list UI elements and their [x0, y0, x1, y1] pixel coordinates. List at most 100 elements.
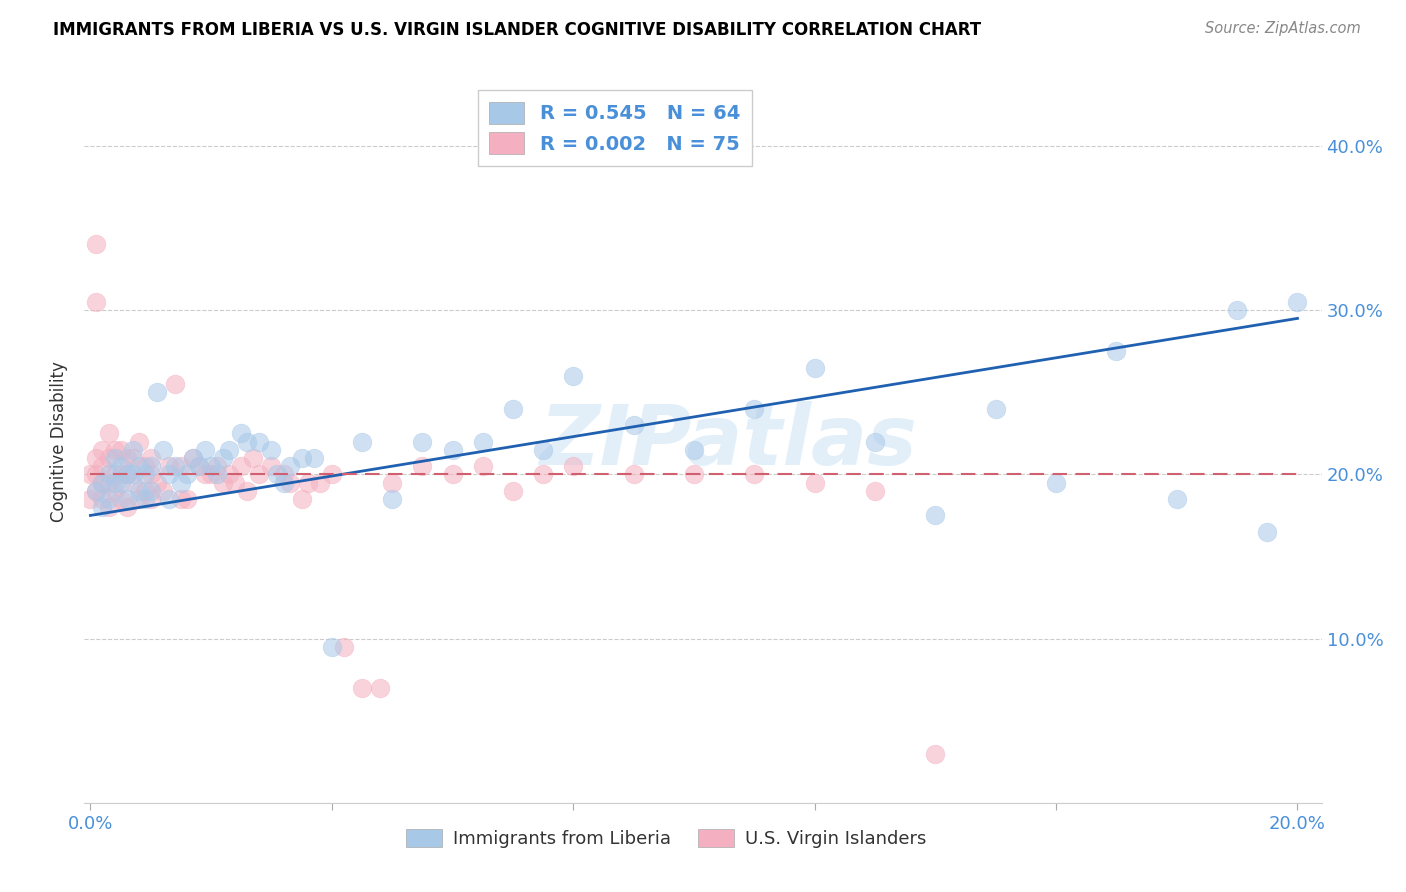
- Point: [194, 467, 217, 482]
- Point: [623, 418, 645, 433]
- Point: [86, 450, 108, 465]
- Point: [236, 434, 259, 449]
- Point: [502, 401, 524, 416]
- Point: [121, 442, 143, 457]
- Point: [742, 401, 765, 416]
- Point: [984, 401, 1007, 416]
- Point: [1226, 303, 1249, 318]
- Point: [205, 459, 228, 474]
- Point: [97, 450, 120, 465]
- Point: [368, 681, 391, 695]
- Point: [236, 483, 259, 498]
- Point: [91, 500, 114, 515]
- Point: [139, 459, 162, 474]
- Point: [134, 491, 156, 506]
- Point: [163, 377, 186, 392]
- Point: [128, 459, 150, 474]
- Point: [79, 467, 101, 482]
- Point: [134, 483, 156, 498]
- Point: [121, 450, 143, 465]
- Point: [411, 459, 433, 474]
- Point: [91, 491, 114, 506]
- Point: [278, 475, 301, 490]
- Point: [273, 467, 295, 482]
- Point: [291, 491, 314, 506]
- Point: [273, 475, 295, 490]
- Point: [321, 640, 343, 654]
- Point: [242, 450, 264, 465]
- Point: [1105, 344, 1128, 359]
- Point: [110, 442, 132, 457]
- Point: [308, 475, 330, 490]
- Point: [121, 475, 143, 490]
- Point: [623, 467, 645, 482]
- Point: [1256, 524, 1278, 539]
- Point: [128, 491, 150, 506]
- Point: [176, 491, 198, 506]
- Point: [683, 442, 706, 457]
- Point: [91, 475, 114, 490]
- Point: [157, 467, 180, 482]
- Point: [803, 360, 825, 375]
- Point: [266, 467, 288, 482]
- Point: [260, 442, 283, 457]
- Text: IMMIGRANTS FROM LIBERIA VS U.S. VIRGIN ISLANDER COGNITIVE DISABILITY CORRELATION: IMMIGRANTS FROM LIBERIA VS U.S. VIRGIN I…: [53, 21, 981, 39]
- Point: [139, 467, 162, 482]
- Point: [86, 295, 108, 310]
- Point: [188, 459, 211, 474]
- Point: [200, 459, 222, 474]
- Point: [247, 467, 270, 482]
- Point: [562, 368, 585, 383]
- Point: [683, 467, 706, 482]
- Point: [176, 467, 198, 482]
- Point: [152, 483, 174, 498]
- Point: [212, 475, 235, 490]
- Text: ZIPatlas: ZIPatlas: [538, 401, 917, 482]
- Text: Source: ZipAtlas.com: Source: ZipAtlas.com: [1205, 21, 1361, 37]
- Point: [350, 434, 373, 449]
- Point: [803, 475, 825, 490]
- Point: [170, 459, 193, 474]
- Point: [97, 426, 120, 441]
- Point: [863, 434, 886, 449]
- Point: [139, 491, 162, 506]
- Point: [205, 467, 228, 482]
- Point: [163, 459, 186, 474]
- Point: [128, 483, 150, 498]
- Point: [146, 475, 169, 490]
- Point: [291, 450, 314, 465]
- Point: [1045, 475, 1067, 490]
- Point: [86, 467, 108, 482]
- Point: [103, 475, 125, 490]
- Point: [128, 434, 150, 449]
- Point: [79, 491, 101, 506]
- Point: [97, 475, 120, 490]
- Point: [411, 434, 433, 449]
- Point: [91, 459, 114, 474]
- Point: [321, 467, 343, 482]
- Point: [115, 500, 138, 515]
- Point: [194, 442, 217, 457]
- Point: [502, 483, 524, 498]
- Point: [471, 434, 494, 449]
- Point: [218, 442, 240, 457]
- Point: [381, 491, 404, 506]
- Point: [224, 475, 246, 490]
- Point: [91, 475, 114, 490]
- Point: [157, 491, 180, 506]
- Point: [471, 459, 494, 474]
- Point: [86, 237, 108, 252]
- Point: [212, 450, 235, 465]
- Point: [181, 450, 204, 465]
- Point: [302, 450, 325, 465]
- Point: [110, 459, 132, 474]
- Point: [170, 475, 193, 490]
- Point: [134, 467, 156, 482]
- Point: [115, 467, 138, 482]
- Point: [531, 442, 554, 457]
- Point: [247, 434, 270, 449]
- Point: [170, 491, 193, 506]
- Point: [441, 442, 464, 457]
- Point: [924, 508, 946, 523]
- Point: [152, 442, 174, 457]
